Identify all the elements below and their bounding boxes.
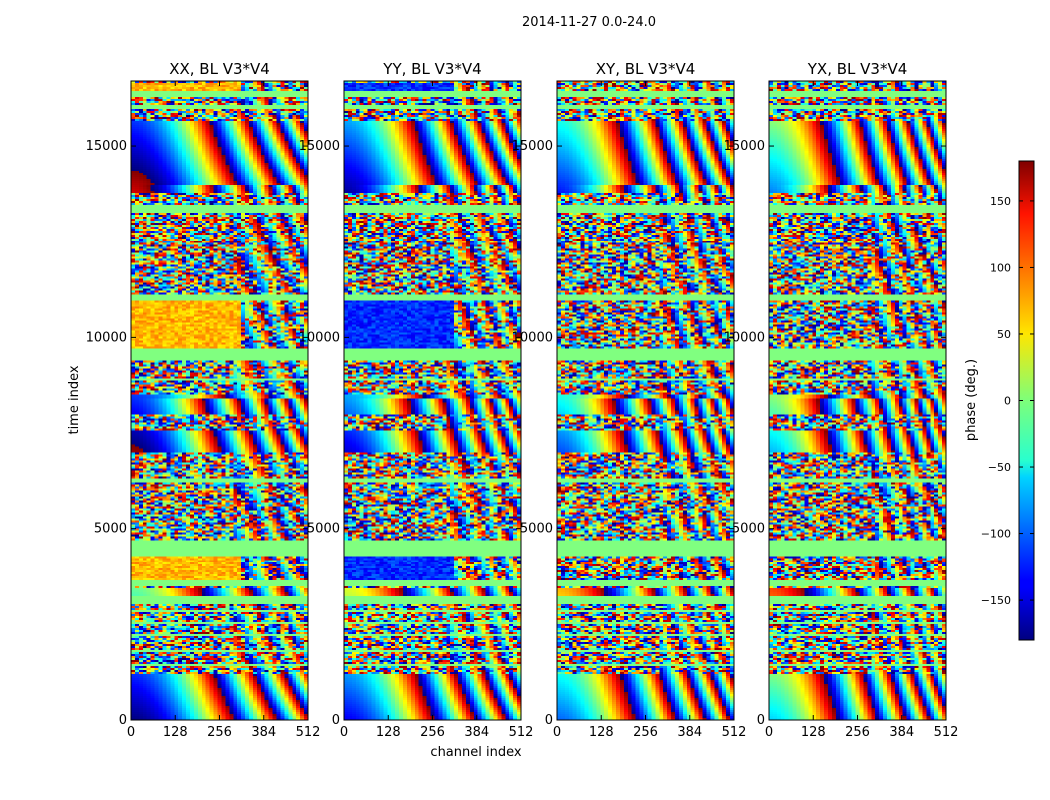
x-axis-label: channel index bbox=[430, 745, 521, 760]
colorbar-label: phase (deg.) bbox=[964, 359, 979, 441]
y-tick-label: 5000 bbox=[94, 522, 127, 537]
x-tick-label: 384 bbox=[677, 725, 702, 740]
panel-2: YY, BL V3*V4 0 128 256 384 512 0 5000 10000 15000 bbox=[299, 60, 534, 740]
y-tick-label: 15000 bbox=[299, 139, 340, 154]
figure-suptitle: 2014-11-27 0.0-24.0 bbox=[522, 15, 656, 30]
y-tick-label: 10000 bbox=[724, 330, 765, 345]
panels: XX, BL V3*V4 0 128 256 384 512 0 5000 10000 15000… bbox=[86, 60, 959, 740]
phase-heatmap bbox=[131, 81, 308, 720]
x-tick-label: 512 bbox=[722, 725, 747, 740]
phase-heatmap bbox=[344, 81, 521, 720]
x-tick-label: 128 bbox=[589, 725, 614, 740]
x-tick-label: 512 bbox=[934, 725, 959, 740]
x-tick-label: 0 bbox=[340, 725, 348, 740]
x-tick-label: 512 bbox=[509, 725, 534, 740]
panel-1: XX, BL V3*V4 0 128 256 384 512 0 5000 10000 15000 bbox=[86, 60, 321, 740]
colorbar-tick-label: 150 bbox=[990, 195, 1011, 208]
y-tick-label: 15000 bbox=[512, 139, 553, 154]
x-tick-label: 256 bbox=[207, 725, 232, 740]
x-tick-label: 256 bbox=[633, 725, 658, 740]
colorbar: −150 −100 −50 0 50 100 150 phase (deg.) bbox=[964, 160, 1035, 641]
y-tick-label: 5000 bbox=[732, 522, 765, 537]
colorbar-tick-label: 100 bbox=[990, 261, 1011, 274]
phase-heatmap bbox=[769, 81, 946, 720]
colorbar-tick-label: 50 bbox=[997, 328, 1011, 341]
colorbar-tick-label: −100 bbox=[981, 528, 1011, 541]
x-tick-label: 384 bbox=[889, 725, 914, 740]
x-tick-label: 256 bbox=[420, 725, 445, 740]
y-tick-label: 15000 bbox=[86, 139, 127, 154]
x-tick-label: 512 bbox=[296, 725, 321, 740]
y-tick-label: 5000 bbox=[307, 522, 340, 537]
panel-4: YX, BL V3*V4 0 128 256 384 512 0 5000 10000 15000 bbox=[724, 60, 959, 740]
x-tick-label: 0 bbox=[127, 725, 135, 740]
x-tick-label: 256 bbox=[845, 725, 870, 740]
y-tick-label: 5000 bbox=[520, 522, 553, 537]
y-tick-label: 10000 bbox=[299, 330, 340, 345]
x-tick-label: 128 bbox=[376, 725, 401, 740]
phase-heatmap bbox=[557, 81, 734, 720]
y-tick-label: 10000 bbox=[512, 330, 553, 345]
y-tick-label: 0 bbox=[119, 713, 127, 728]
x-tick-label: 384 bbox=[251, 725, 276, 740]
panel-title: YX, BL V3*V4 bbox=[807, 60, 908, 78]
colorbar-tick-label: 0 bbox=[1004, 395, 1011, 408]
x-tick-label: 0 bbox=[553, 725, 561, 740]
x-tick-label: 128 bbox=[801, 725, 826, 740]
colorbar-tick-label: −50 bbox=[988, 461, 1011, 474]
x-tick-label: 128 bbox=[163, 725, 188, 740]
panel-title: YY, BL V3*V4 bbox=[382, 60, 481, 78]
y-tick-label: 0 bbox=[545, 713, 553, 728]
panel-title: XX, BL V3*V4 bbox=[169, 60, 270, 78]
colorbar-ticks: −150 −100 −50 0 50 100 150 bbox=[981, 195, 1034, 607]
x-tick-label: 384 bbox=[464, 725, 489, 740]
y-tick-label: 10000 bbox=[86, 330, 127, 345]
y-tick-label: 15000 bbox=[724, 139, 765, 154]
y-axis-label: time index bbox=[67, 365, 82, 434]
colorbar-tick-label: −150 bbox=[981, 594, 1011, 607]
panel-title: XY, BL V3*V4 bbox=[596, 60, 696, 78]
y-tick-label: 0 bbox=[757, 713, 765, 728]
x-tick-label: 0 bbox=[765, 725, 773, 740]
y-tick-label: 0 bbox=[332, 713, 340, 728]
panel-3: XY, BL V3*V4 0 128 256 384 512 0 5000 10000 15000 bbox=[512, 60, 747, 740]
